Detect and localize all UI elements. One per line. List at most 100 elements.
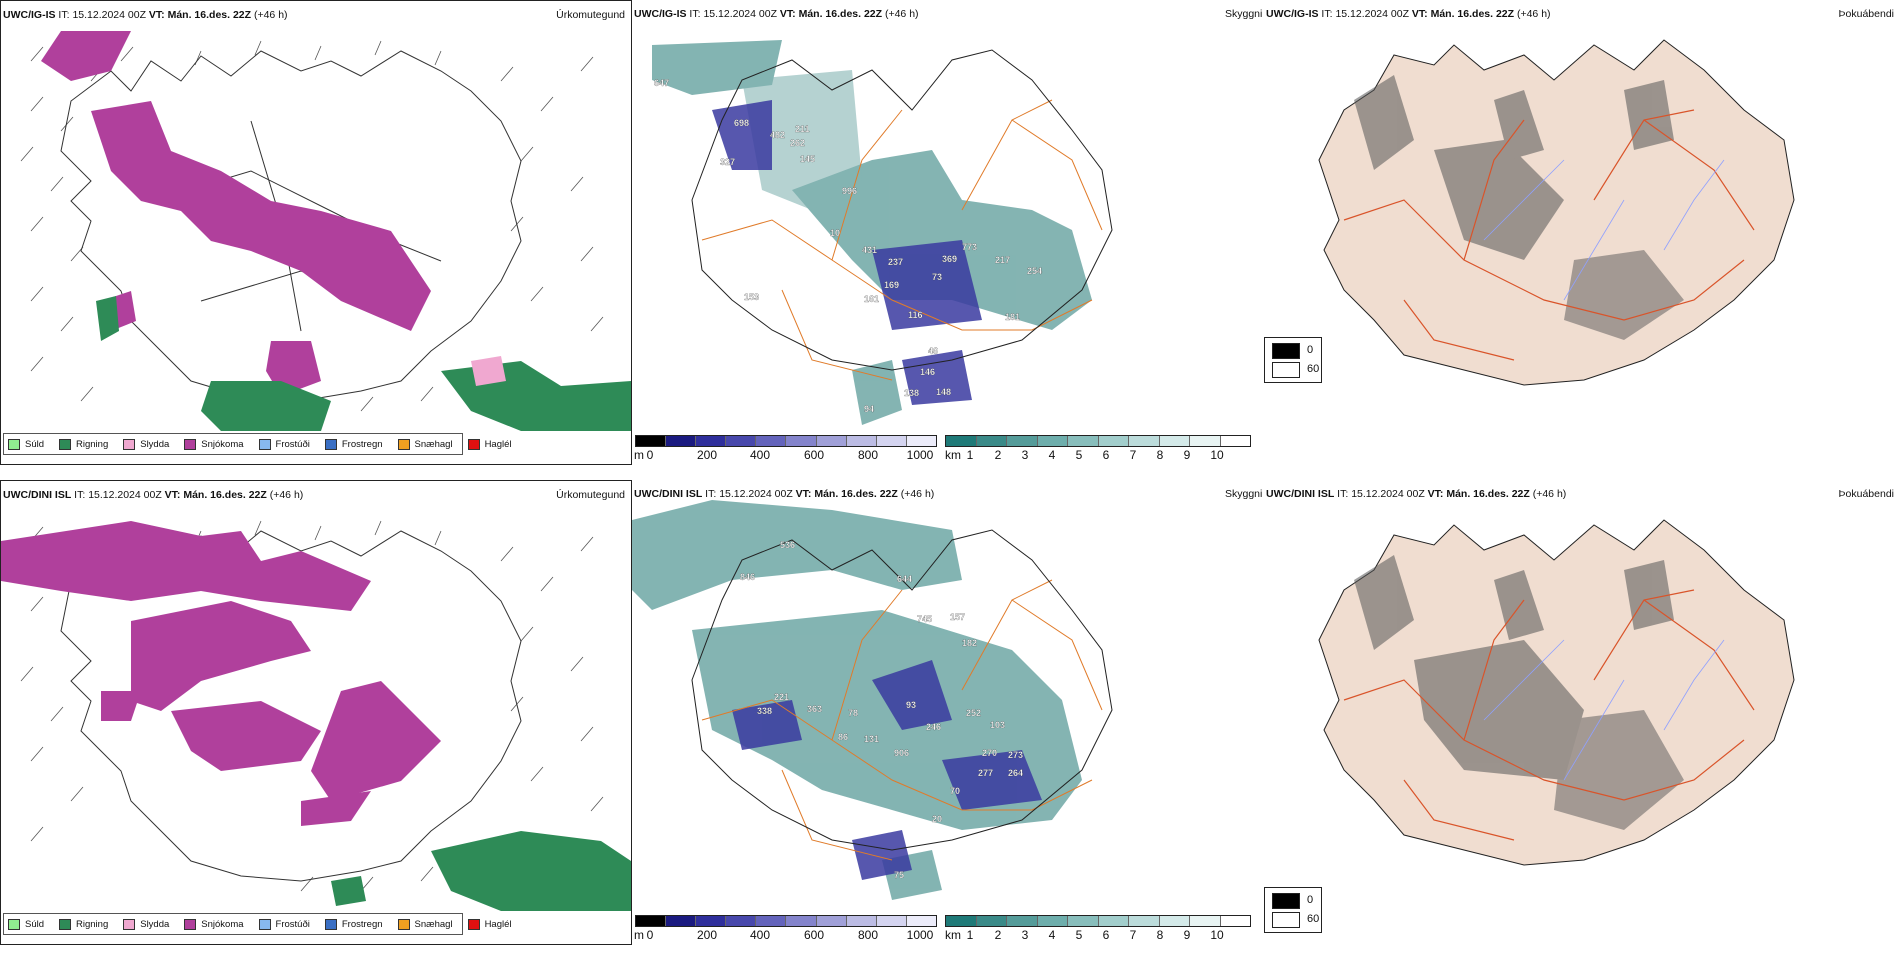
cloud-label: 264 bbox=[1008, 768, 1023, 778]
ceiling-colorbar bbox=[635, 435, 937, 447]
cloud-label: 103 bbox=[990, 720, 1005, 730]
cloud-label: 246 bbox=[926, 722, 941, 732]
cloud-label: 327 bbox=[720, 157, 735, 167]
precip-map bbox=[20, 31, 631, 431]
fog-index-panel: UWC/IG-IS IT: 15.12.2024 00Z VT: Mán. 16… bbox=[1264, 0, 1900, 465]
visibility-tick: 1 bbox=[966, 448, 974, 462]
cloud-panel-title: Skyggni bbox=[1225, 8, 1263, 20]
cloud-label: 46 bbox=[928, 346, 938, 356]
ceiling-tick: 600 bbox=[803, 448, 825, 462]
visibility-tick: 4 bbox=[1048, 448, 1056, 462]
cloud-label: 131 bbox=[864, 734, 879, 744]
forecast-row-ig-is: UWC/IG-IS IT: 15.12.2024 00Z VT: Mán. 16… bbox=[0, 0, 1900, 475]
cloud-label: 221 bbox=[774, 692, 789, 702]
precip-panel-title: Úrkomutegund bbox=[556, 9, 625, 21]
precip-areas bbox=[41, 31, 631, 431]
cloud-label: 996 bbox=[842, 186, 857, 196]
road-network bbox=[1343, 109, 1755, 361]
cloud-label: 698 bbox=[734, 118, 749, 128]
precip-type-panel: UWC/DINI ISL IT: 15.12.2024 00Z VT: Mán.… bbox=[0, 480, 632, 945]
panel-header: UWC/IG-IS IT: 15.12.2024 00Z VT: Mán. 16… bbox=[3, 9, 627, 25]
cloud-label: 169 bbox=[884, 280, 899, 290]
cloud-label: 270 bbox=[982, 748, 997, 758]
cloud-label: 93 bbox=[906, 700, 916, 710]
legend-item-haglel: Haglél bbox=[467, 438, 512, 450]
ceiling-tick: 200 bbox=[696, 448, 718, 462]
ceiling-areas bbox=[712, 100, 982, 405]
road-network bbox=[1343, 589, 1755, 841]
init-time-value: 15.12.2024 00Z bbox=[72, 9, 146, 21]
precip-type-panel: UWC/IG-IS IT: 15.12.2024 00Z VT: Mán. 16… bbox=[0, 0, 632, 465]
cloud-label: 86 bbox=[838, 732, 848, 742]
fog-map bbox=[1318, 519, 1795, 866]
cloud-label: 211 bbox=[795, 124, 810, 134]
fog-key-bottom: 0 60 bbox=[1264, 887, 1322, 933]
legend-item-slydda: Slydda bbox=[123, 438, 169, 450]
legend-item-sudld: Súld bbox=[8, 438, 44, 450]
valid-time-label: VT: bbox=[148, 9, 165, 21]
fog-key-top: 0 60 bbox=[1264, 337, 1322, 383]
legend-item-frostregn: Frostregn bbox=[324, 438, 383, 450]
ceiling-labels: 536 846 644 745 157 182 338 221 363 78 9… bbox=[740, 540, 1023, 880]
fog-panel-title: Þokuábendi bbox=[1838, 8, 1894, 20]
cloud-label: 145 bbox=[800, 154, 815, 164]
cloud-label: 745 bbox=[917, 614, 932, 624]
cloud-panel-title: Skyggni bbox=[1225, 488, 1263, 500]
cloud-label: 338 bbox=[757, 706, 772, 716]
visibility-colorbar bbox=[945, 435, 1251, 447]
visibility-colorbar bbox=[945, 915, 1251, 927]
legend-item-frostudi: Frostúði bbox=[258, 438, 310, 450]
cloud-label: 647 bbox=[654, 78, 669, 88]
visibility-tick: 2 bbox=[994, 448, 1002, 462]
cloud-map: 698 482 211 262 145 996 10 431 237 773 2… bbox=[652, 40, 1113, 425]
valid-time-value: Mán. 16.des. 22Z bbox=[167, 9, 252, 21]
iceland-outline bbox=[691, 529, 1113, 851]
panel-header: UWC/IG-IS IT: 15.12.2024 00Z VT: Mán. 16… bbox=[634, 8, 919, 20]
cloud-label: 153 bbox=[744, 292, 759, 302]
model-name: UWC/DINI ISL bbox=[3, 489, 72, 501]
road-network bbox=[701, 99, 1103, 381]
init-time-label: IT: bbox=[58, 9, 70, 21]
wind-barbs bbox=[20, 40, 604, 412]
ceiling-tick: 0 bbox=[646, 448, 654, 462]
cloud-label: 157 bbox=[950, 612, 965, 622]
ceiling-areas bbox=[732, 660, 1042, 880]
forecast-row-dini-isl: UWC/DINI ISL IT: 15.12.2024 00Z VT: Mán.… bbox=[0, 480, 1900, 955]
cloud-label: 161 bbox=[864, 294, 879, 304]
iceland-outline bbox=[691, 49, 1113, 371]
legend-item-snjokoma: Snjókoma bbox=[184, 438, 244, 450]
cloud-label: 138 bbox=[904, 388, 919, 398]
cloud-label: 431 bbox=[862, 245, 877, 255]
ceiling-labels: 698 482 211 262 145 996 10 431 237 773 2… bbox=[654, 78, 1042, 414]
model-name: UWC/IG-IS bbox=[3, 9, 56, 21]
cloud-label: 146 bbox=[920, 367, 935, 377]
cloud-label: 252 bbox=[966, 708, 981, 718]
legend-item-rigning: Rigning bbox=[59, 438, 108, 450]
ceiling-tick: 1000 bbox=[906, 448, 934, 462]
cloud-label: 20 bbox=[932, 814, 942, 824]
visibility-tick: 10 bbox=[1210, 448, 1224, 462]
fog-areas bbox=[1354, 75, 1684, 340]
fog-map bbox=[1318, 39, 1795, 386]
cloud-label: 273 bbox=[1008, 750, 1023, 760]
panel-header: UWC/DINI ISL IT: 15.12.2024 00Z VT: Mán.… bbox=[1266, 488, 1894, 500]
cloud-label: 78 bbox=[848, 708, 858, 718]
ceiling-tick: 400 bbox=[749, 448, 771, 462]
river-network bbox=[1483, 159, 1725, 301]
cloud-label: 369 bbox=[942, 254, 957, 264]
cloud-label: 70 bbox=[950, 786, 960, 796]
cloud-label: 237 bbox=[888, 257, 903, 267]
visibility-tick: 8 bbox=[1156, 448, 1164, 462]
cloud-label: 181 bbox=[1005, 312, 1020, 322]
ceiling-unit: m bbox=[634, 448, 644, 462]
panel-header: UWC/DINI ISL IT: 15.12.2024 00Z VT: Mán.… bbox=[3, 489, 625, 501]
cloud-label: 644 bbox=[897, 574, 912, 584]
visibility-areas bbox=[652, 40, 1092, 425]
cloud-label: 262 bbox=[790, 138, 805, 148]
cloud-label: 75 bbox=[894, 870, 904, 880]
panel-header: UWC/IG-IS IT: 15.12.2024 00Z VT: Mán. 16… bbox=[1266, 8, 1894, 20]
cloud-label: 773 bbox=[962, 242, 977, 252]
panel-header: UWC/DINI ISL IT: 15.12.2024 00Z VT: Mán.… bbox=[634, 488, 935, 500]
visibility-tick: 5 bbox=[1075, 448, 1083, 462]
ceiling-tick: 800 bbox=[857, 448, 879, 462]
